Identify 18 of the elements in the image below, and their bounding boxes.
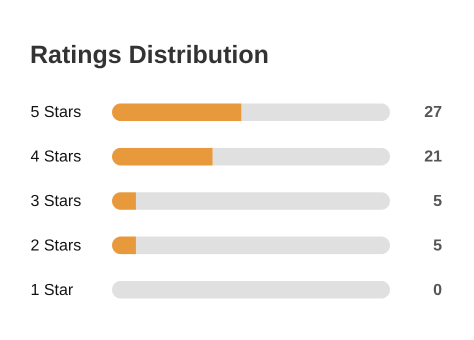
data-label: 21 <box>424 148 442 166</box>
data-label: 0 <box>433 282 442 299</box>
bar <box>112 148 213 166</box>
bar <box>136 192 390 210</box>
bar <box>136 236 390 254</box>
y-tick-label: 4 Stars <box>30 148 82 166</box>
bar <box>241 103 390 122</box>
bar <box>212 148 390 166</box>
bar <box>112 280 390 299</box>
data-label: 5 <box>433 193 442 210</box>
y-tick-label: 3 Stars <box>30 193 82 210</box>
y-tick-label: 1 Star <box>30 282 74 299</box>
data-label: 27 <box>424 104 442 122</box>
y-tick-label: 5 Stars <box>30 104 82 122</box>
chart-title: Ratings Distribution <box>30 41 269 69</box>
y-tick-label: 2 Stars <box>30 237 82 254</box>
data-label: 5 <box>433 237 442 254</box>
bar <box>112 103 242 122</box>
